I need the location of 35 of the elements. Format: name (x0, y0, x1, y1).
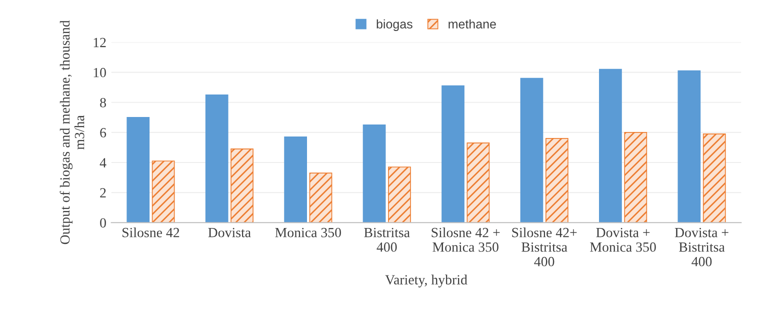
x-tick-label: Dovista + Monica 350 (590, 228, 656, 252)
bar (126, 116, 150, 223)
y-tick-label: 12 (94, 38, 106, 48)
bar (362, 124, 386, 223)
y-tick-label: 8 (100, 98, 106, 108)
y-tick-label: 10 (94, 68, 106, 78)
y-tick-label: 0 (100, 218, 106, 228)
x-tick-label: Silosne 42 + Monica 350 (432, 227, 500, 252)
x-tick-label: Dovista + Bistritsa 400 (674, 228, 728, 266)
x-axis-title: Variety, hybrid (385, 274, 468, 288)
legend-label: methane (448, 19, 496, 29)
bar (205, 94, 228, 223)
y-tick-label: 2 (100, 188, 106, 198)
x-tick-label: Dovista (208, 228, 251, 238)
bar (284, 136, 308, 223)
y-axis-title: Output of biogas and methane, thousand m3/ha (60, 20, 84, 244)
x-tick-label: Bistritsa 400 (364, 228, 410, 252)
y-tick-label: 6 (100, 128, 106, 138)
bar (152, 160, 175, 223)
x-tick-label: Silosne 42 (122, 227, 180, 238)
bar (309, 172, 332, 223)
bar (388, 166, 411, 223)
bar (545, 138, 568, 223)
legend-label: biogas (376, 19, 412, 31)
bar (624, 132, 648, 223)
bar (702, 134, 726, 223)
y-tick-label: 4 (100, 158, 106, 168)
bar (230, 148, 254, 223)
x-tick-label: Monica 350 (275, 228, 341, 238)
bar (442, 85, 464, 223)
bar (678, 70, 701, 223)
x-tick-label: Silosne 42+ Bistritsa 400 (512, 227, 577, 266)
bar (599, 68, 622, 223)
bar (520, 78, 544, 223)
bar (466, 142, 490, 223)
